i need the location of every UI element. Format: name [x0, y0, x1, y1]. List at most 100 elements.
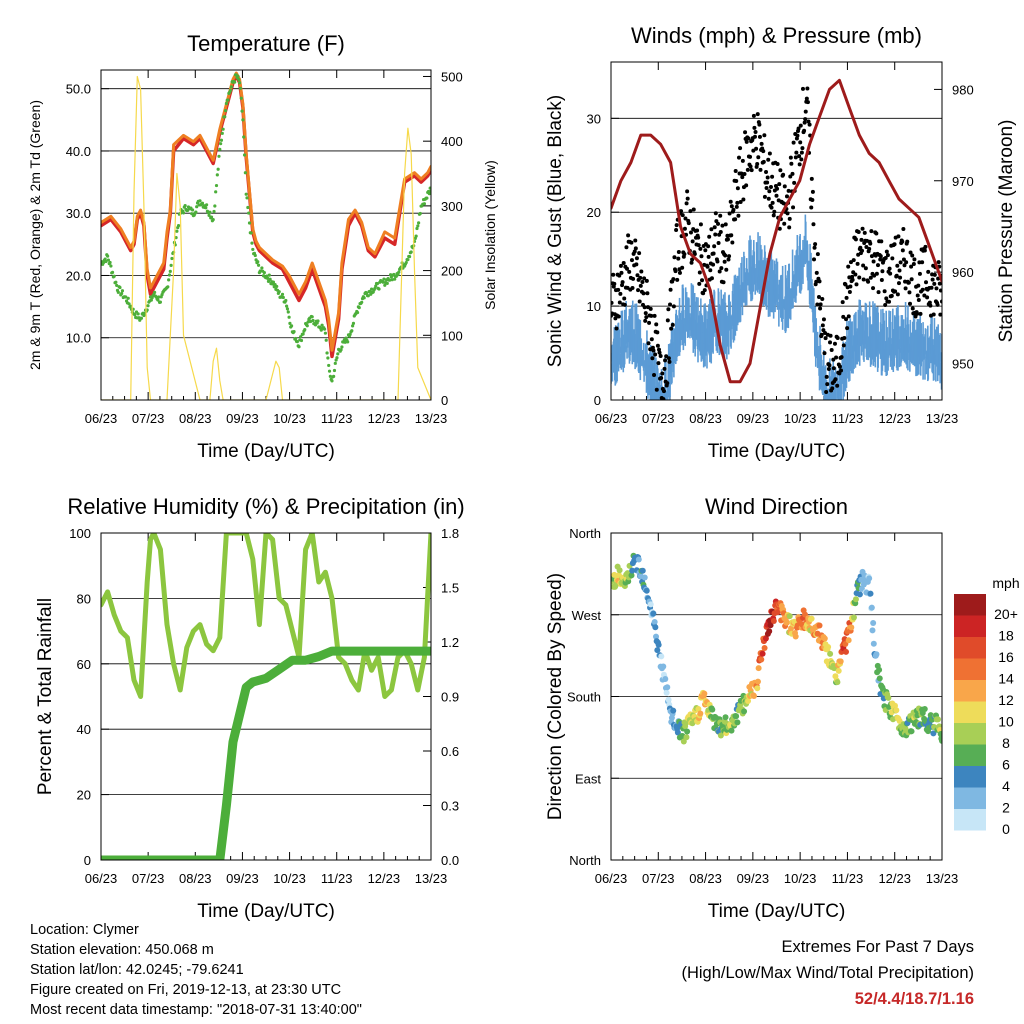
direction-point	[761, 644, 768, 651]
dewpoint-point	[217, 154, 221, 158]
gust-point	[789, 161, 794, 166]
gust-point	[722, 259, 727, 264]
direction-point	[641, 574, 648, 581]
gust-point	[728, 199, 733, 204]
gust-point	[924, 280, 929, 285]
gust-point	[934, 286, 939, 291]
dewpoint-point	[388, 278, 392, 282]
dewpoint-point	[427, 192, 431, 196]
gust-point	[812, 245, 817, 250]
legend-label: 12	[998, 692, 1014, 708]
y-tick-label: 30	[587, 111, 601, 126]
gust-point	[903, 286, 908, 291]
gust-point	[799, 157, 804, 162]
legend-label: 6	[1002, 756, 1010, 772]
gust-point	[711, 262, 716, 267]
gust-point	[729, 233, 734, 238]
gust-point	[740, 175, 745, 180]
gust-point	[909, 264, 914, 269]
x-tick-label: 08/23	[179, 411, 212, 426]
gust-point	[751, 113, 756, 118]
x-tick-label: 13/23	[926, 871, 959, 886]
gust-point	[843, 282, 848, 287]
dewpoint-point	[294, 336, 298, 341]
gust-point	[812, 257, 817, 262]
dewpoint-point	[281, 295, 285, 300]
gust-point	[658, 353, 663, 358]
gust-point	[908, 301, 913, 306]
direction-point	[816, 622, 823, 629]
gust-point	[707, 234, 712, 239]
y-tick-label-right: 0.9	[441, 690, 459, 705]
gust-point	[794, 150, 799, 155]
gust-point	[644, 278, 649, 283]
dewpoint-point	[365, 291, 369, 295]
gust-point	[706, 254, 711, 259]
dewpoint-point	[237, 77, 241, 82]
dewpoint-point	[346, 340, 350, 344]
direction-point	[741, 708, 748, 715]
direction-point	[701, 690, 708, 697]
gust-point	[668, 287, 673, 292]
dewpoint-point	[256, 263, 261, 267]
dewpoint-point	[382, 277, 386, 281]
y-axis-label-right: Solar Insolation (Yellow)	[482, 160, 498, 310]
gust-point	[847, 290, 852, 295]
gust-point	[725, 237, 730, 242]
y-axis-label: Direction (Colored By Speed)	[545, 573, 566, 820]
gust-point	[915, 293, 920, 298]
y-tick-label-right: 0	[441, 393, 448, 408]
gust-point	[697, 281, 702, 286]
dewpoint-point	[322, 327, 327, 331]
gust-point	[685, 189, 690, 194]
y-tick-label-right: 970	[952, 174, 974, 189]
dewpoint-point	[404, 260, 408, 265]
gust-point	[748, 154, 753, 159]
y-tick-label: 20	[77, 788, 91, 803]
gust-point	[663, 358, 668, 363]
direction-point	[869, 627, 876, 634]
x-tick-label: 13/23	[415, 871, 448, 886]
x-tick-label: 11/23	[832, 411, 864, 426]
gust-point	[712, 225, 717, 230]
gust-point	[771, 213, 776, 218]
gust-point	[752, 125, 757, 130]
gust-point	[895, 263, 900, 268]
direction-point	[745, 697, 752, 704]
gust-point	[884, 296, 889, 301]
y-tick-label: South	[567, 690, 601, 705]
gust-point	[671, 277, 676, 282]
gust-point	[689, 260, 694, 265]
dewpoint-point	[396, 273, 400, 277]
gust-point	[828, 340, 833, 345]
gust-point	[680, 213, 685, 218]
dewpoint-point	[190, 208, 195, 212]
station-info: Location: Clymer Station elevation: 450.…	[30, 920, 362, 1020]
direction-point	[835, 667, 842, 674]
x-tick-label: 08/23	[689, 411, 722, 426]
gust-point	[888, 271, 893, 276]
gust-point	[825, 382, 830, 387]
plot-frame	[100, 69, 432, 401]
gust-point	[641, 291, 646, 296]
gust-point	[778, 168, 783, 173]
gust-point	[871, 286, 876, 291]
dewpoint-point	[266, 276, 270, 281]
gust-point	[882, 289, 887, 294]
direction-point	[825, 644, 832, 651]
station-location: Location: Clymer	[30, 922, 139, 938]
dewpoint-point	[275, 284, 279, 289]
gust-point	[879, 278, 884, 283]
gust-point	[795, 133, 800, 138]
legend-label: 2	[1002, 799, 1010, 815]
direction-point	[930, 730, 937, 737]
y-tick-label: 0	[84, 853, 91, 868]
series-line-9m-temp	[101, 71, 431, 352]
gust-point	[696, 243, 701, 248]
direction-point	[908, 728, 915, 735]
dewpoint-point	[211, 217, 215, 222]
dewpoint-point	[176, 224, 181, 228]
dewpoint-point	[183, 203, 187, 208]
extremes-values: 52/4.4/18.7/1.16	[854, 990, 974, 1008]
dewpoint-point	[170, 256, 174, 261]
